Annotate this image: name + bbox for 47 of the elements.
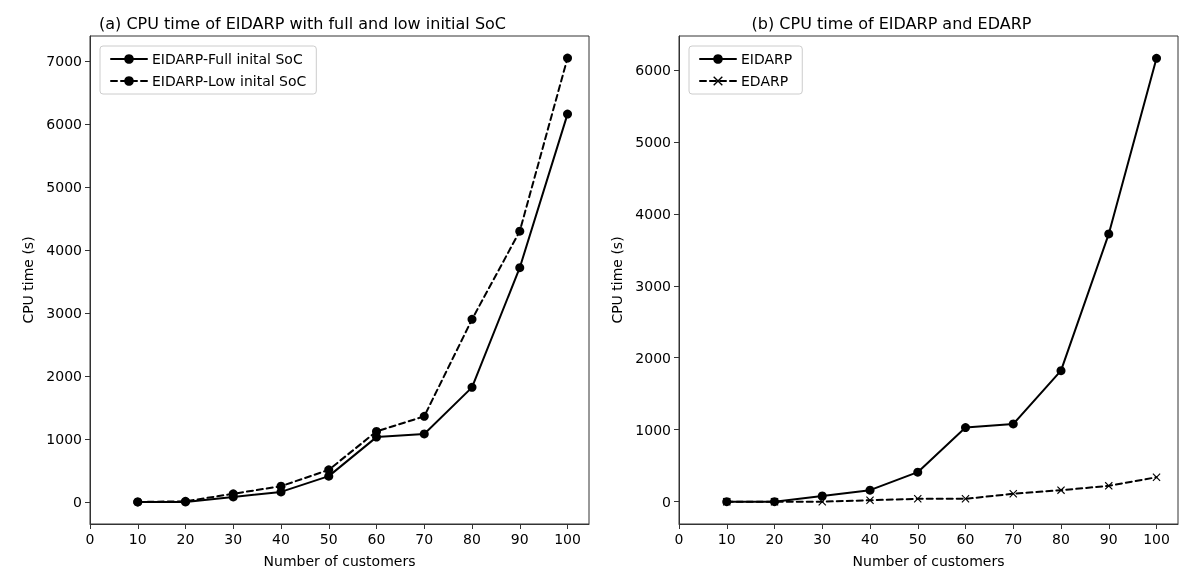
y-tick-label: 4000: [46, 242, 82, 259]
y-tick-label: 1000: [46, 430, 82, 447]
y-tick-label: 0: [662, 493, 671, 510]
x-tick-label: 70: [415, 531, 434, 547]
x-tick-label: 10: [717, 531, 736, 547]
x-tick-label: 60: [956, 531, 975, 547]
x-tick-label: 10: [128, 531, 147, 547]
y-tick-label: 1000: [635, 421, 671, 438]
y-tick-label: 7000: [46, 53, 82, 70]
y-tick-label: 5000: [635, 133, 671, 150]
x-tick-label: 60: [367, 531, 386, 547]
x-tick-label: 80: [1052, 531, 1070, 547]
y-tick-label: 5000: [46, 179, 82, 196]
x-tick-label: 100: [1143, 531, 1170, 547]
y-tick-label: 6000: [635, 61, 671, 78]
chart-title: (a) CPU time of EIDARP with full and low initial SoC: [99, 13, 506, 33]
x-tick-label: 90: [1099, 531, 1118, 547]
legend-label: EIDARP-Low inital SoC: [152, 73, 307, 89]
y-tick-label: 3000: [46, 305, 82, 322]
x-tick-label: 0: [85, 531, 95, 547]
y-axis-title: CPU time (s): [609, 236, 626, 324]
x-tick-label: 80: [463, 531, 481, 547]
y-tick-label: 2000: [46, 368, 82, 385]
x-tick-label: 40: [272, 531, 290, 547]
x-tick-label: 90: [510, 531, 529, 547]
x-tick-label: 30: [813, 531, 832, 547]
legend-label: EIDARP-Full inital SoC: [152, 51, 303, 67]
x-axis-title: Number of customers: [852, 553, 1005, 569]
legend-label: EDARP: [741, 73, 789, 89]
y-tick-label: 2000: [635, 349, 671, 366]
legend-label: EIDARP: [741, 51, 793, 67]
y-axis-title: CPU time (s): [20, 236, 37, 324]
x-tick-label: 40: [861, 531, 879, 547]
x-tick-label: 50: [319, 531, 338, 547]
y-tick-label: 3000: [635, 277, 671, 294]
y-tick-label: 6000: [46, 116, 82, 133]
y-tick-label: 4000: [635, 205, 671, 222]
x-tick-label: 30: [224, 531, 243, 547]
x-tick-label: 100: [554, 531, 581, 547]
x-tick-label: 50: [908, 531, 927, 547]
x-tick-label: 70: [1004, 531, 1023, 547]
y-tick-label: 0: [73, 493, 82, 510]
x-tick-label: 20: [176, 531, 195, 547]
x-tick-label: 20: [765, 531, 784, 547]
chart-title: (b) CPU time of EIDARP and EDARP: [751, 13, 1032, 33]
x-tick-label: 0: [674, 531, 684, 547]
x-axis-title: Number of customers: [263, 553, 416, 569]
